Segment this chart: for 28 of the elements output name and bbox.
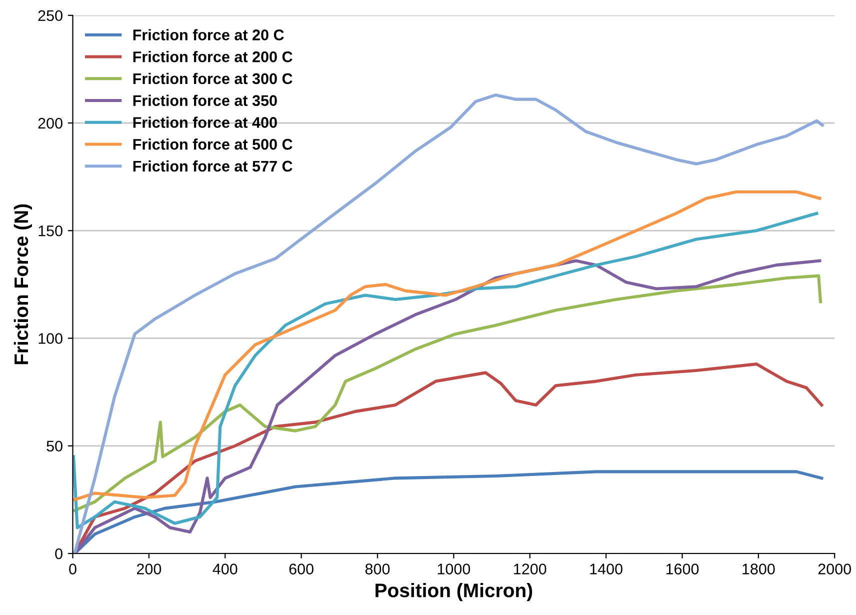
legend-label: Friction force at 500 C bbox=[133, 138, 292, 150]
legend-label: Friction force at 300 C bbox=[133, 72, 292, 84]
x-tick-label: 600 bbox=[289, 564, 314, 574]
y-tick-label: 250 bbox=[38, 10, 62, 22]
x-tick-label: 800 bbox=[365, 564, 390, 574]
x-tick-label: 400 bbox=[212, 564, 238, 574]
x-tick-label: 1000 bbox=[438, 564, 470, 574]
y-tick-label: 200 bbox=[38, 118, 62, 129]
legend-label: Friction force at 400 bbox=[133, 116, 277, 128]
y-tick-label: 100 bbox=[38, 333, 62, 344]
x-tick-label: 0 bbox=[69, 564, 76, 574]
x-tick-label: 200 bbox=[136, 564, 162, 574]
legend-label: Friction force at 200 C bbox=[133, 51, 292, 62]
y-tick-label: 150 bbox=[38, 225, 62, 236]
x-tick-label: 1800 bbox=[742, 564, 775, 574]
x-tick-label: 1400 bbox=[590, 564, 622, 574]
x-axis-title: Position (Micron) bbox=[376, 583, 532, 602]
legend-label: Friction force at 350 bbox=[133, 94, 277, 106]
legend-label: Friction force at 20 C bbox=[133, 29, 284, 40]
y-tick-label: 50 bbox=[46, 440, 62, 452]
x-tick-label: 2000 bbox=[818, 564, 851, 574]
line-series bbox=[73, 274, 822, 512]
legend-label: Friction force at 577 C bbox=[133, 160, 292, 172]
line-series bbox=[73, 93, 824, 554]
y-axis-title: Friction Force (N) bbox=[14, 204, 32, 364]
y-tick-label: 0 bbox=[55, 548, 62, 560]
x-tick-label: 1600 bbox=[666, 564, 699, 574]
x-tick-label: 1200 bbox=[514, 564, 546, 574]
